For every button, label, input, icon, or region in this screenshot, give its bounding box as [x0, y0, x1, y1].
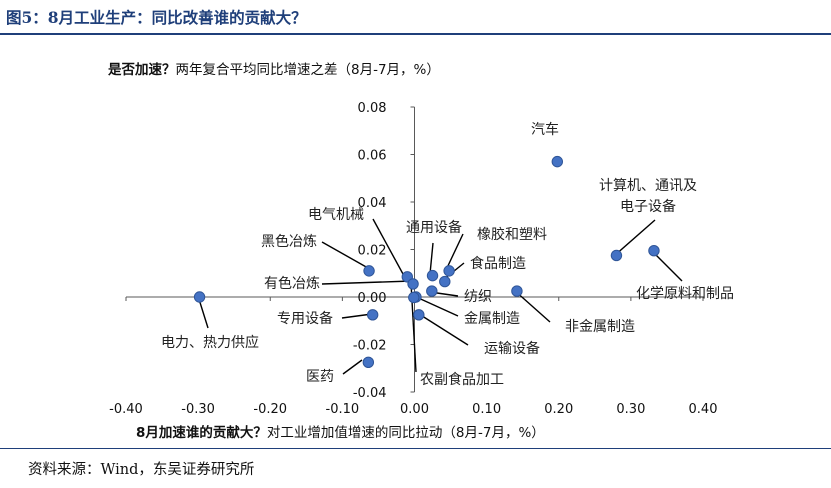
point-label: 纺织: [464, 289, 492, 305]
scatter-point: [407, 278, 419, 290]
point-label: 专用设备: [277, 310, 333, 327]
y-axis-label-bold: 是否加速？: [108, 61, 176, 78]
leader-line: [445, 233, 464, 271]
scatter-point: [193, 291, 206, 303]
point-label: 有色冶炼: [264, 275, 320, 292]
y-tick-label: 0.06: [358, 149, 387, 164]
x-tick-label: 0.20: [544, 402, 573, 417]
x-tick-label: 0.10: [472, 402, 501, 417]
scatter-chart: 是否加速？两年复合平均同比增速之差（8月-7月，%） 8月加速谁的贡献大？对工业…: [108, 61, 734, 441]
leader-line: [321, 280, 413, 285]
x-axis-label: 8月加速谁的贡献大？对工业增加值增速的同比拉动（8月-7月，%）: [136, 424, 545, 441]
x-tick-label: -0.20: [253, 402, 287, 417]
point-label: 汽车: [531, 121, 559, 138]
point-label: 食品制造: [470, 255, 526, 272]
y-tick-label: 0.02: [358, 244, 387, 259]
scatter-point: [413, 309, 425, 321]
x-tick-label: -0.30: [181, 402, 215, 417]
x-tick-label: -0.10: [326, 402, 360, 417]
x-tick-label: 0.30: [616, 402, 645, 417]
point-label: 计算机、通讯及电子设备: [599, 178, 697, 215]
x-axis-label-bold: 8月加速谁的贡献大？: [136, 424, 267, 441]
scatter-point: [443, 265, 455, 277]
point-label: 电气机械: [308, 207, 364, 223]
point-label: 黑色冶炼: [261, 233, 317, 250]
leader-line: [413, 295, 459, 317]
point-label: 运输设备: [484, 340, 540, 357]
y-tick-label: -0.02: [353, 339, 387, 354]
point-label: 电力、热力供应: [161, 334, 259, 351]
y-axis-label-rest: 两年复合平均同比增速之差（8月-7月，%）: [176, 61, 440, 78]
point-label: 橡胶和塑料: [477, 226, 547, 243]
y-tick-label: 0.08: [358, 101, 387, 116]
scatter-point: [648, 244, 660, 257]
figure-title: 图5：8月工业生产：同比改善谁的贡献大？: [6, 8, 307, 27]
y-tick-label: -0.04: [353, 386, 387, 401]
x-tick-label: -0.40: [109, 402, 143, 417]
scatter-point: [439, 275, 451, 288]
scatter-point: [426, 269, 439, 282]
scatter-point: [366, 309, 379, 321]
scatter-point: [426, 285, 438, 297]
x-axis-label-rest: 对工业增加值增速的同比拉动（8月-7月，%）: [267, 425, 545, 441]
leader-line: [321, 241, 369, 269]
y-axis-label: 是否加速？两年复合平均同比增速之差（8月-7月，%）: [108, 61, 440, 78]
point-label: 金属制造: [464, 311, 520, 327]
leader-line: [372, 218, 404, 275]
source-note: 资料来源：Wind，东吴证券研究所: [28, 462, 255, 478]
point-label: 非金属制造: [565, 319, 635, 335]
point-label: 医药: [306, 369, 334, 385]
leader-line: [429, 242, 434, 275]
y-tick-label: 0.00: [358, 291, 387, 306]
x-tick-label: 0.40: [689, 402, 718, 417]
scatter-point: [551, 155, 564, 168]
leader-line: [651, 250, 683, 282]
source-rule: [0, 448, 831, 449]
scatter-point: [408, 291, 420, 304]
title-rule: [0, 33, 831, 35]
y-tick-label: 0.04: [358, 196, 387, 211]
leader-line: [342, 359, 363, 375]
x-tick-label: 0.00: [400, 402, 429, 417]
scatter-point: [511, 285, 523, 297]
leader-line: [613, 219, 656, 257]
scatter-point: [362, 356, 375, 369]
scatter-point: [363, 265, 375, 277]
scatter-point: [610, 249, 623, 262]
point-label: 农副食品加工: [420, 371, 504, 388]
point-label: 化学原料和制品: [636, 286, 734, 302]
leader-line: [418, 313, 469, 346]
point-label: 通用设备: [406, 219, 462, 236]
